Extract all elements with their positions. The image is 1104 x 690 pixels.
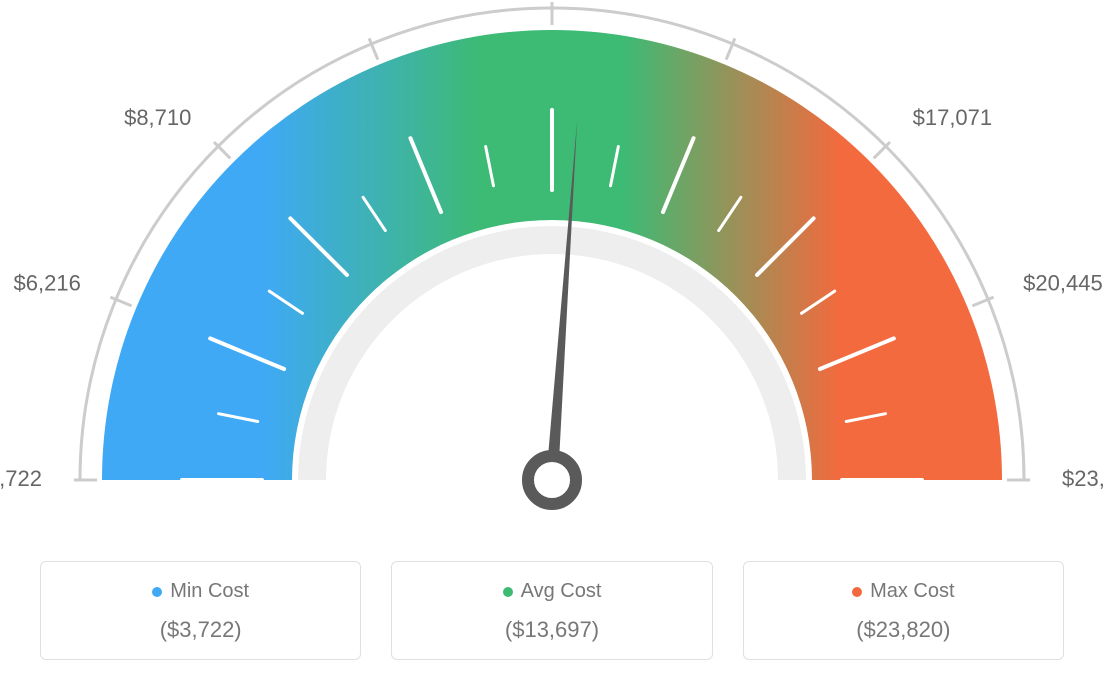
cost-card-row: Min Cost ($3,722) Avg Cost ($13,697) Max… (40, 561, 1064, 660)
gauge-svg: $3,722$6,216$8,710$13,697$17,071$20,445$… (0, 0, 1104, 560)
avg-cost-label: Avg Cost (521, 580, 602, 603)
min-cost-card: Min Cost ($3,722) (40, 561, 361, 660)
min-cost-value: ($3,722) (51, 617, 350, 643)
avg-cost-label-row: Avg Cost (503, 580, 602, 603)
gauge-scale-label: $6,216 (14, 271, 81, 296)
gauge-scale-label: $20,445 (1023, 271, 1103, 296)
min-cost-label: Min Cost (170, 580, 249, 603)
gauge-scale-label: $3,722 (0, 466, 42, 491)
max-cost-value: ($23,820) (754, 617, 1053, 643)
max-cost-dot (852, 587, 862, 597)
avg-cost-card: Avg Cost ($13,697) (391, 561, 712, 660)
min-cost-label-row: Min Cost (152, 580, 249, 603)
max-cost-label: Max Cost (870, 580, 954, 603)
gauge-scale-label: $23,820 (1062, 466, 1104, 491)
gauge-needle-base (528, 456, 576, 504)
gauge-scale-label: $17,071 (913, 105, 993, 130)
max-cost-label-row: Max Cost (852, 580, 954, 603)
cost-gauge-infographic: $3,722$6,216$8,710$13,697$17,071$20,445$… (0, 0, 1104, 690)
avg-cost-value: ($13,697) (402, 617, 701, 643)
gauge-scale-label: $8,710 (124, 105, 191, 130)
min-cost-dot (152, 587, 162, 597)
max-cost-card: Max Cost ($23,820) (743, 561, 1064, 660)
avg-cost-dot (503, 587, 513, 597)
